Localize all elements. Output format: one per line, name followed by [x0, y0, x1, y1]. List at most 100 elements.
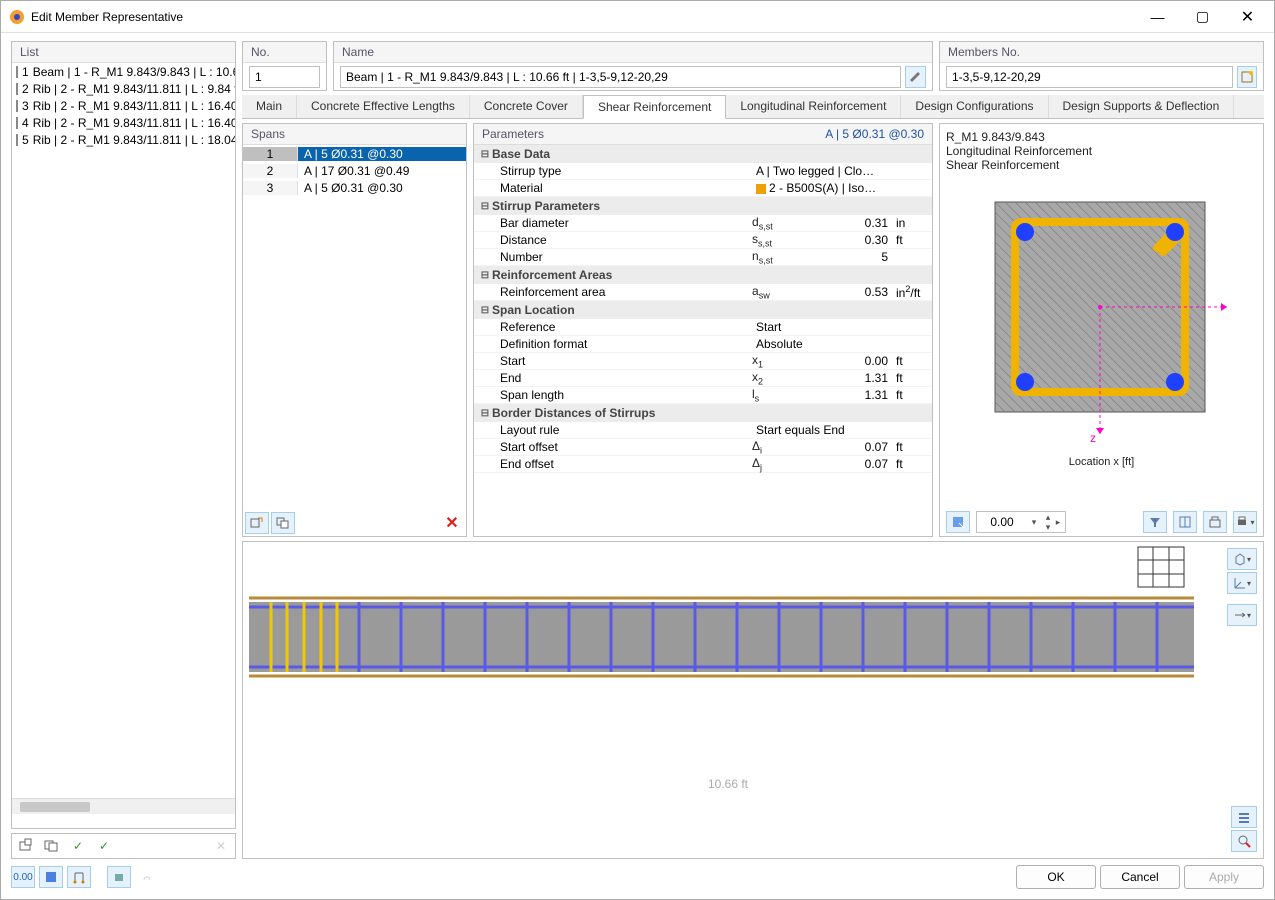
print-button[interactable]: ▾ — [1233, 511, 1257, 533]
window-title: Edit Member Representative — [31, 10, 1135, 24]
axes-button[interactable]: ▾ — [1227, 572, 1257, 594]
new-item-button[interactable] — [14, 835, 38, 857]
name-input[interactable]: Beam | 1 - R_M1 9.843/9.843 | L : 10.66 … — [340, 66, 901, 88]
play-icon[interactable]: ▸ — [1051, 517, 1065, 528]
chevron-down-icon[interactable]: ▾ — [1250, 518, 1254, 527]
params-header-right: A | 5 Ø0.31 @0.30 — [825, 127, 924, 141]
param-row[interactable]: Distancess,st0.30ft — [474, 232, 932, 249]
collapse-icon[interactable]: ⊟ — [478, 408, 492, 419]
param-row[interactable]: Reinforcement areaasw0.53in2/ft — [474, 284, 932, 301]
param-row[interactable]: Span lengthls1.31ft — [474, 387, 932, 404]
list-item[interactable]: 3Rib | 2 - R_M1 9.843/11.811 | L : 16.40… — [12, 97, 235, 114]
members-label: Members No. — [940, 42, 1263, 63]
param-group-header[interactable]: ⊟Base Data — [474, 145, 932, 163]
list-item[interactable]: 4Rib | 2 - R_M1 9.843/11.811 | L : 16.40… — [12, 114, 235, 131]
name-label: Name — [334, 42, 932, 63]
spans-header: Spans — [243, 124, 466, 145]
color-swatch — [16, 134, 18, 146]
param-row[interactable]: Definition formatAbsolute — [474, 336, 932, 353]
span-row[interactable]: 1A | 5 Ø0.31 @0.30 — [243, 145, 466, 162]
param-row[interactable]: ReferenceStart — [474, 319, 932, 336]
param-row[interactable]: Start offsetΔi0.07ft — [474, 439, 932, 456]
cross-section-diagram: y z — [977, 184, 1227, 444]
check-button-2[interactable]: ✓ — [92, 835, 116, 857]
tab-design-configurations[interactable]: Design Configurations — [901, 95, 1048, 118]
location-spinner[interactable]: 0.00 ▾ ▴▾ ▸ — [976, 511, 1066, 533]
param-row[interactable]: Endx21.31ft — [474, 370, 932, 387]
copy-item-button[interactable] — [40, 835, 64, 857]
param-group-header[interactable]: ⊟Reinforcement Areas — [474, 266, 932, 284]
beam-zoom-button[interactable] — [1231, 830, 1257, 852]
params-header: Parameters — [482, 127, 544, 141]
maximize-button[interactable]: ▢ — [1180, 2, 1225, 32]
tab-concrete-effective-lengths[interactable]: Concrete Effective Lengths — [297, 95, 470, 118]
preview-pick-button[interactable] — [946, 511, 970, 533]
view3d-button[interactable]: ▾ — [1227, 548, 1257, 570]
list-item[interactable]: 1Beam | 1 - R_M1 9.843/9.843 | L : 10.66… — [12, 63, 235, 80]
param-row[interactable]: Stirrup typeA | Two legged | Clo… — [474, 163, 932, 180]
edit-name-button[interactable] — [905, 66, 926, 88]
collapse-icon[interactable]: ⊟ — [478, 305, 492, 316]
export-button[interactable] — [1203, 511, 1227, 533]
tab-longitudinal-reinforcement[interactable]: Longitudinal Reinforcement — [726, 95, 901, 118]
members-panel: Members No. 1-3,5-9,12-20,29 — [939, 41, 1264, 91]
check-button-1[interactable]: ✓ — [66, 835, 90, 857]
minimize-button[interactable]: — — [1135, 2, 1180, 32]
param-group-header[interactable]: ⊟Stirrup Parameters — [474, 197, 932, 215]
no-input[interactable]: 1 — [249, 66, 320, 88]
param-group-header[interactable]: ⊟Border Distances of Stirrups — [474, 404, 932, 422]
param-row[interactable]: End offsetΔj0.07ft — [474, 456, 932, 473]
list-item[interactable]: 5Rib | 2 - R_M1 9.843/11.811 | L : 18.04… — [12, 131, 235, 148]
chevron-down-icon[interactable]: ▾ — [1027, 517, 1041, 528]
param-row[interactable]: Layout ruleStart equals End — [474, 422, 932, 439]
members-input[interactable]: 1-3,5-9,12-20,29 — [946, 66, 1233, 88]
tab-concrete-cover[interactable]: Concrete Cover — [470, 95, 583, 118]
footer: 0.00 OK Cancel Apply — [11, 863, 1264, 891]
view-button[interactable] — [1173, 511, 1197, 533]
collapse-icon[interactable]: ⊟ — [478, 149, 492, 160]
ok-button[interactable]: OK — [1016, 865, 1096, 889]
no-label: No. — [243, 42, 326, 63]
span-row[interactable]: 2A | 17 Ø0.31 @0.49 — [243, 162, 466, 179]
collapse-icon[interactable]: ⊟ — [478, 270, 492, 281]
param-row[interactable]: Startx10.00ft — [474, 353, 932, 370]
cancel-button[interactable]: Cancel — [1100, 865, 1180, 889]
display-button[interactable] — [39, 866, 63, 888]
tab-main[interactable]: Main — [242, 95, 297, 118]
footer-button-5[interactable] — [135, 866, 159, 888]
list-body: 1Beam | 1 - R_M1 9.843/9.843 | L : 10.66… — [12, 63, 235, 798]
close-button[interactable]: ✕ — [1225, 2, 1270, 32]
filter-button[interactable] — [1143, 511, 1167, 533]
preview-panel: R_M1 9.843/9.843 Longitudinal Reinforcem… — [939, 123, 1264, 537]
footer-button-4[interactable] — [107, 866, 131, 888]
model-button[interactable] — [67, 866, 91, 888]
beam-panel: 10.66 ft ▾ ▾ ▾ — [242, 541, 1264, 859]
tab-design-supports-deflection[interactable]: Design Supports & Deflection — [1049, 95, 1235, 118]
name-panel: Name Beam | 1 - R_M1 9.843/9.843 | L : 1… — [333, 41, 933, 91]
collapse-icon[interactable]: ⊟ — [478, 201, 492, 212]
list-panel: List 1Beam | 1 - R_M1 9.843/9.843 | L : … — [11, 41, 236, 829]
span-row[interactable]: 3A | 5 Ø0.31 @0.30 — [243, 179, 466, 196]
list-h-scrollbar[interactable] — [12, 798, 235, 814]
param-row[interactable]: Bar diameterds,st0.31in — [474, 215, 932, 232]
location-label: Location x [ft] — [946, 456, 1257, 468]
left-toolbar: ✓ ✓ ✕ — [11, 833, 236, 859]
axis-x-button[interactable]: ▾ — [1227, 604, 1257, 626]
delete-item-button[interactable]: ✕ — [209, 835, 233, 857]
param-group-header[interactable]: ⊟Span Location — [474, 301, 932, 319]
tab-shear-reinforcement[interactable]: Shear Reinforcement — [583, 95, 726, 119]
span-copy-button[interactable] — [271, 512, 295, 534]
list-item[interactable]: 2Rib | 2 - R_M1 9.843/11.811 | L : 9.84 … — [12, 80, 235, 97]
apply-button[interactable]: Apply — [1184, 865, 1264, 889]
param-row[interactable]: Numberns,st5 — [474, 249, 932, 266]
pick-members-button[interactable] — [1237, 66, 1257, 88]
dialog-window: Edit Member Representative — ▢ ✕ List 1B… — [0, 0, 1275, 900]
no-panel: No. 1 — [242, 41, 327, 91]
beam-settings-button[interactable] — [1231, 806, 1257, 828]
units-button[interactable]: 0.00 — [11, 866, 35, 888]
param-row[interactable]: Material2 - B500S(A) | Iso… — [474, 180, 932, 197]
spans-panel: Spans 1A | 5 Ø0.31 @0.302A | 17 Ø0.31 @0… — [242, 123, 467, 537]
span-delete-button[interactable]: ✕ — [440, 512, 464, 534]
span-new-button[interactable] — [245, 512, 269, 534]
params-body: ⊟Base DataStirrup typeA | Two legged | C… — [474, 145, 932, 536]
